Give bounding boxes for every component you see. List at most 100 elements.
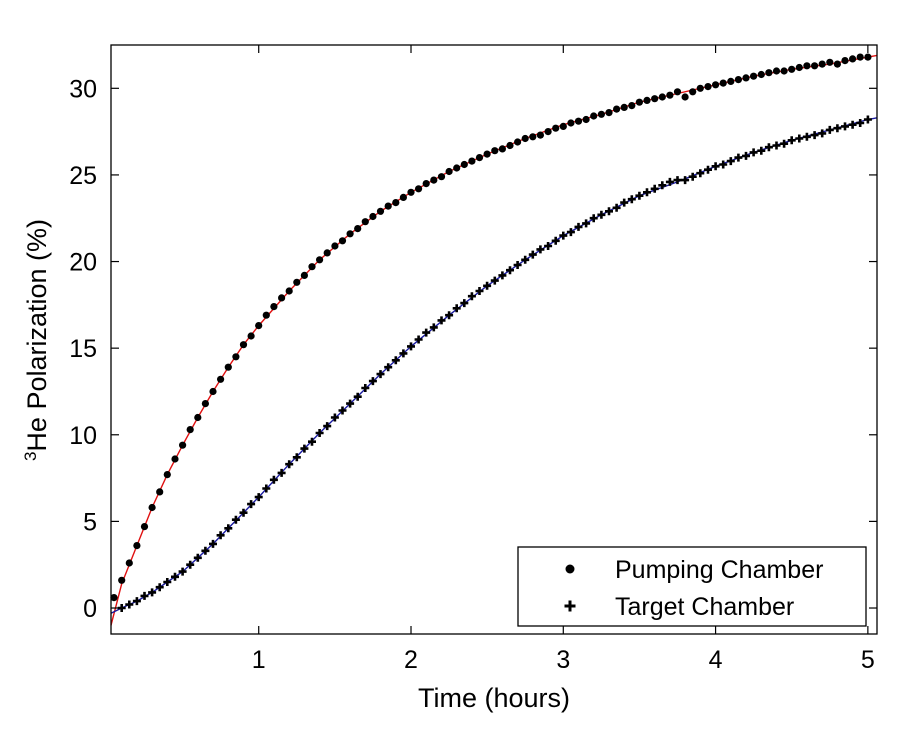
target-point [559,231,568,240]
target-point [719,160,728,169]
target-point [764,143,773,152]
target-point [589,214,598,223]
target-point [627,195,636,204]
target-point [353,392,362,401]
target-point [711,162,720,171]
target-point [285,460,294,469]
pumping-point [795,63,803,72]
target-point [856,119,865,127]
target-point [452,304,461,313]
pumping-point [148,503,156,512]
target-point [620,198,629,207]
target-point [193,553,202,562]
target-point [437,316,446,325]
x-tick-label: 2 [404,646,418,674]
target-point [635,191,644,200]
target-point [506,266,514,275]
pumping-point [574,117,583,125]
pumping-point [255,322,263,330]
target-point [483,281,492,290]
legend-label-pumping: Pumping Chamber [615,556,823,584]
pumping-point [628,102,636,110]
pumping-point [437,173,446,181]
target-point [148,588,157,597]
pumping-point [392,199,400,207]
target-point [650,184,659,193]
target-point [315,429,324,437]
target-point [239,508,248,517]
legend-box [517,546,867,627]
pumping-point [118,576,126,584]
pumping-point [757,70,765,79]
pumping-point [110,594,118,602]
target-point [818,129,827,138]
pumping-point [483,150,491,158]
pumping-point [399,193,407,201]
pumping-point [300,271,308,279]
target-point [376,370,385,379]
pumping-point [262,311,270,319]
pumping-point [186,426,194,434]
pumping-point [689,88,697,96]
pumping-point [658,93,666,101]
target-point [361,384,370,392]
target-point [125,600,134,609]
target-point [681,176,690,185]
pumping-point [734,76,743,84]
pumping-point [376,207,385,215]
pumping-point [422,180,430,188]
pumping-point [803,62,811,70]
target-point [346,399,355,408]
pumping-point [453,164,461,172]
target-point [330,413,339,422]
legend-marker-target [564,600,576,612]
target-point [848,120,857,129]
pumping-point [331,242,339,250]
pumping-point [209,387,217,396]
pumping-point [856,53,864,61]
pumping-point [704,83,712,91]
target-point [582,219,591,228]
target-point [536,245,545,254]
target-point [726,157,735,166]
target-point [422,328,431,337]
pumping-point [460,160,468,169]
plot-frame [110,44,878,635]
target-point [467,292,476,301]
target-point [323,422,332,431]
y-tick-label: 0 [83,595,97,623]
pumping-point [544,128,552,136]
pumping-point [514,138,522,146]
axis-ticks: 1 2 3 4 5 0 5 10 15 20 25 30 [69,45,877,674]
pumping-point [201,400,209,408]
target-point [734,153,743,162]
pumping-point [841,57,849,65]
pumping-point [407,188,415,196]
target-point [825,125,834,134]
pumping-point [666,91,674,99]
target-point [787,136,796,145]
pumping-point [521,134,529,143]
target-point [673,176,682,185]
y-tick-label: 20 [69,249,97,277]
target-point [429,323,438,332]
pumping-point [719,79,727,87]
x-axis-title: Time (hours) [418,683,570,713]
target-point [521,255,530,264]
target-point [704,165,712,174]
target-point [140,591,149,600]
pumping-point [125,559,133,567]
pumping-point [384,202,392,210]
target-point [445,311,454,320]
pumping-point [346,230,354,238]
y-tick-label: 15 [69,335,97,363]
target-point [269,475,278,484]
legend-marker-pumping [565,564,575,574]
pumping-point [293,278,301,286]
y-tick-label: 30 [69,75,97,103]
target-point [574,222,583,231]
y-tick-label: 5 [83,508,97,536]
pumping-point [338,237,347,245]
y-axis-title-text: He Polarization (%) [22,219,52,452]
y-axis-title-superscript: 3 [21,452,40,461]
